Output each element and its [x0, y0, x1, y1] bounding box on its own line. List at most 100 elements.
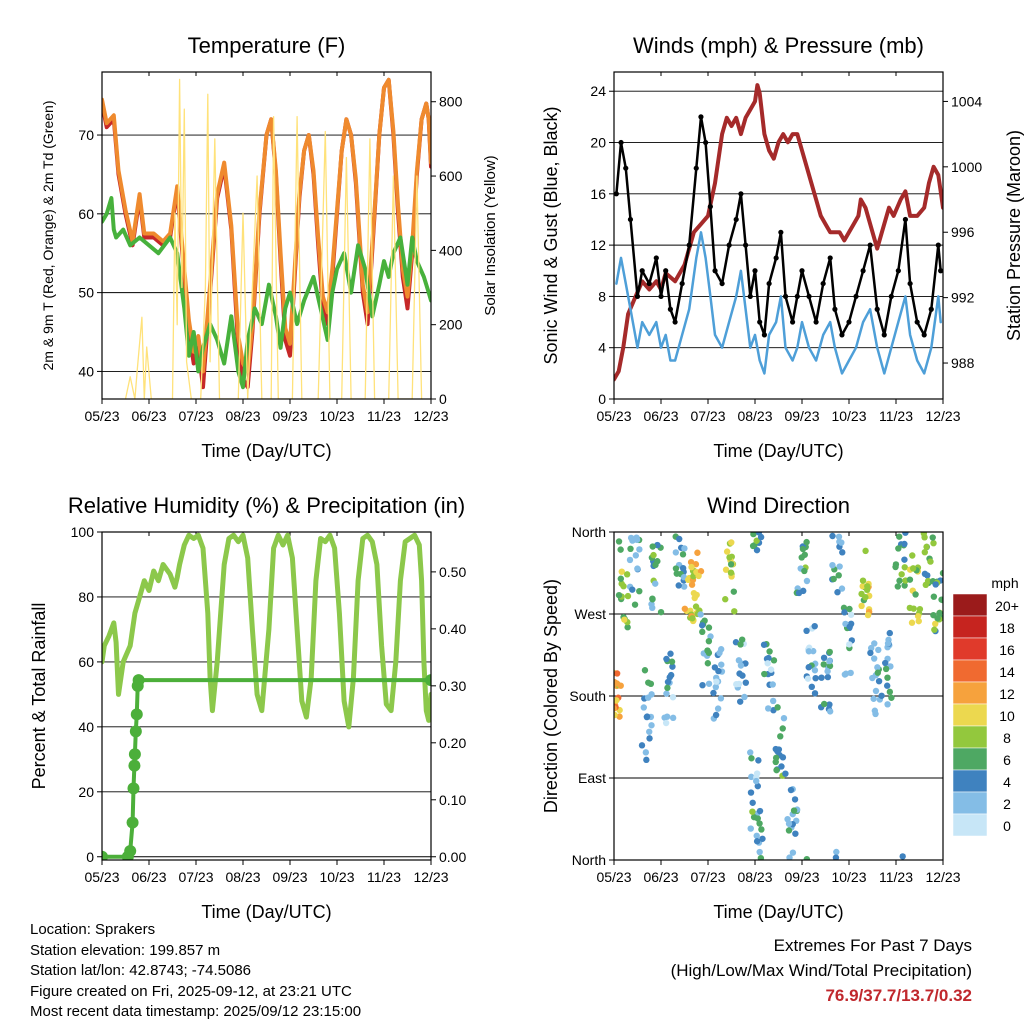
direction-point: [811, 690, 819, 697]
direction-point: [939, 569, 943, 577]
direction-point: [914, 612, 922, 620]
direction-point: [739, 672, 746, 679]
direction-point: [627, 545, 634, 553]
direction-point: [737, 662, 745, 669]
wind-point-gust: [921, 332, 927, 338]
wind-xtick-label: 05/23: [596, 408, 631, 424]
wind-point-gust: [888, 293, 894, 300]
direction-point: [847, 611, 855, 618]
wind-point-gust: [679, 280, 685, 287]
direction-point: [733, 681, 740, 688]
temperature-series-solar-insolation: [124, 78, 423, 399]
direction-data: [614, 532, 943, 860]
humidity-ytick-label: 100: [71, 524, 95, 540]
direction-ytick-label: West: [574, 606, 606, 622]
direction-point: [803, 627, 810, 635]
direction-point: [621, 616, 628, 623]
wind-xtick-label: 08/23: [737, 408, 772, 424]
humidity-y2tick-label: 0.00: [439, 849, 466, 865]
direction-point: [649, 543, 656, 550]
direction-legend-label: 2: [1003, 796, 1011, 812]
direction-point: [657, 608, 665, 616]
humidity-point-total-rainfall: [425, 674, 431, 687]
humidity-xtick-label: 06/23: [131, 869, 166, 885]
direction-point: [749, 799, 756, 806]
direction-point: [754, 782, 761, 790]
humidity-xtick-label: 12/23: [413, 869, 448, 885]
direction-point: [629, 586, 636, 593]
direction-point: [755, 757, 762, 764]
direction-point: [769, 697, 777, 705]
direction-point: [638, 742, 646, 749]
station-info: Location: Sprakers Station elevation: 19…: [30, 920, 361, 1023]
extremes-title: Extremes For Past 7 Days: [773, 936, 972, 955]
wind-point-gust: [938, 268, 943, 274]
direction-legend-swatch: [952, 681, 988, 705]
direction-point: [803, 855, 811, 860]
direction-point: [774, 748, 781, 755]
wind-point-gust: [820, 280, 826, 287]
direction-point: [786, 854, 793, 860]
wind-point-gust: [703, 139, 709, 146]
direction-legend-swatch: [952, 769, 988, 793]
humidity-series-relative-humidity: [102, 532, 431, 730]
wind-point-gust: [874, 306, 880, 312]
direction-point: [663, 655, 670, 663]
direction-point: [909, 565, 917, 572]
direction-legend-label: 6: [1003, 752, 1011, 768]
wind-ytick-label: 0: [598, 391, 606, 407]
direction-point: [648, 722, 655, 729]
direction-point: [846, 623, 853, 630]
direction-point: [826, 662, 834, 670]
direction-point: [669, 714, 677, 722]
wind-point-gust: [646, 280, 652, 287]
direction-point: [723, 548, 731, 555]
direction-point: [761, 670, 768, 678]
direction-point: [921, 570, 929, 578]
direction-point: [791, 796, 799, 803]
direction-point: [862, 547, 869, 555]
wind-point-gust: [747, 293, 753, 300]
direction-point: [697, 611, 704, 618]
direction-point: [909, 552, 916, 559]
humidity-y2tick-label: 0.20: [439, 735, 466, 751]
direction-point: [789, 849, 797, 856]
wind-point-gust: [773, 255, 779, 261]
wind-point-gust: [686, 242, 692, 248]
direction-point: [902, 532, 909, 536]
direction-point: [754, 815, 761, 822]
direction-point: [798, 554, 805, 561]
direction-legend-swatch: [952, 791, 988, 815]
direction-point: [747, 825, 754, 832]
direction-point: [669, 663, 676, 670]
wind-point-gust: [663, 268, 669, 274]
temperature-ytick-label: 60: [78, 206, 94, 222]
wind-point-gust: [881, 332, 887, 338]
humidity-xtick-label: 07/23: [178, 869, 213, 885]
direction-point: [818, 674, 825, 681]
direction-point: [895, 545, 902, 552]
wind-point-gust: [658, 293, 664, 300]
direction-point: [805, 648, 813, 655]
direction-xtick-label: 11/23: [879, 869, 913, 885]
direction-point: [681, 545, 688, 552]
wind-point-gust: [846, 319, 852, 325]
wind-point-gust: [766, 280, 772, 287]
direction-point: [867, 649, 874, 657]
direction-point: [626, 556, 634, 564]
humidity-xtick-label: 05/23: [84, 869, 119, 885]
direction-point: [923, 543, 930, 551]
direction-point: [614, 697, 620, 704]
direction-point: [859, 583, 866, 590]
direction-legend-label: 12: [999, 686, 1015, 702]
temperature-xtick-label: 09/23: [272, 408, 307, 424]
direction-point: [820, 654, 828, 662]
direction-point: [901, 564, 908, 571]
humidity-point-total-rainfall: [127, 782, 140, 795]
direction-legend-label: 16: [999, 642, 1015, 658]
direction-point: [649, 595, 656, 602]
wind-y2tick-label: 992: [951, 290, 975, 306]
wind-point-gust: [653, 255, 659, 261]
direction-point: [714, 705, 722, 712]
humidity-point-total-rainfall: [102, 850, 108, 860]
